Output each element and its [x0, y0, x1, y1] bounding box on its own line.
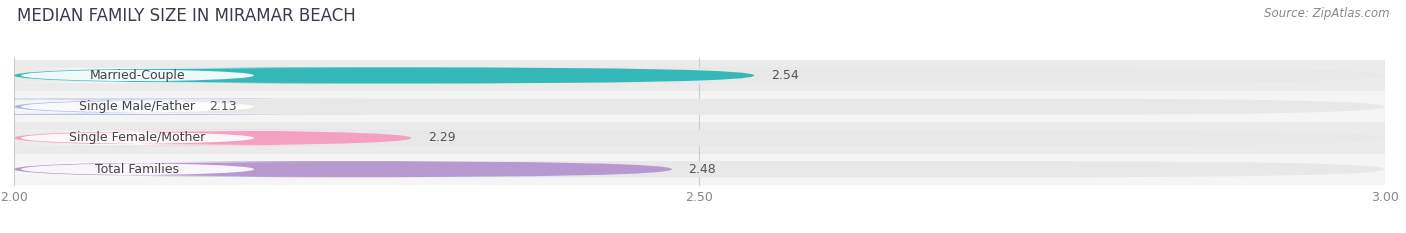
FancyBboxPatch shape	[14, 60, 1385, 91]
FancyBboxPatch shape	[0, 99, 336, 114]
FancyBboxPatch shape	[14, 130, 1385, 146]
Text: Single Male/Father: Single Male/Father	[79, 100, 195, 113]
FancyBboxPatch shape	[14, 161, 1385, 177]
Text: Total Families: Total Families	[96, 163, 180, 176]
Text: Married-Couple: Married-Couple	[90, 69, 186, 82]
Text: 2.48: 2.48	[689, 163, 716, 176]
FancyBboxPatch shape	[14, 91, 1385, 122]
FancyBboxPatch shape	[0, 131, 336, 145]
Text: 2.29: 2.29	[427, 131, 456, 144]
FancyBboxPatch shape	[14, 161, 672, 177]
FancyBboxPatch shape	[14, 122, 1385, 154]
Text: MEDIAN FAMILY SIZE IN MIRAMAR BEACH: MEDIAN FAMILY SIZE IN MIRAMAR BEACH	[17, 7, 356, 25]
FancyBboxPatch shape	[0, 99, 370, 115]
FancyBboxPatch shape	[14, 154, 1385, 185]
Text: Source: ZipAtlas.com: Source: ZipAtlas.com	[1264, 7, 1389, 20]
FancyBboxPatch shape	[14, 67, 1385, 84]
Text: 2.13: 2.13	[208, 100, 236, 113]
FancyBboxPatch shape	[0, 162, 336, 176]
Text: 2.54: 2.54	[770, 69, 799, 82]
FancyBboxPatch shape	[14, 99, 1385, 115]
FancyBboxPatch shape	[14, 130, 412, 146]
FancyBboxPatch shape	[14, 67, 754, 84]
FancyBboxPatch shape	[0, 68, 336, 83]
Text: Single Female/Mother: Single Female/Mother	[69, 131, 205, 144]
